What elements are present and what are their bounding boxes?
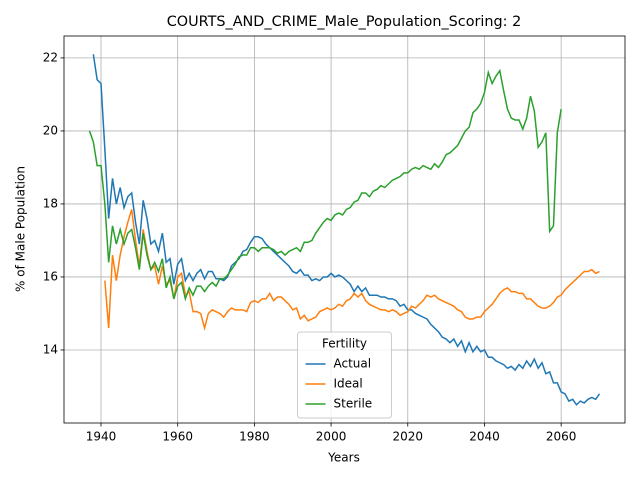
legend-label: Sterile: [334, 397, 373, 411]
line-series: [88, 68, 562, 302]
line-series: [92, 54, 601, 406]
chart-title: COURTS_AND_CRIME_Male_Population_Scoring…: [167, 14, 522, 30]
legend-label: Ideal: [334, 377, 363, 391]
legend-title: Fertility: [322, 337, 367, 351]
legend-label: Actual: [334, 357, 372, 371]
x-tick-label: 1980: [239, 430, 270, 444]
y-tick-label: 22: [43, 50, 58, 64]
axes-frame: [63, 35, 626, 424]
legend-box: [297, 331, 392, 419]
x-tick-label: 2020: [392, 430, 423, 444]
legend: Fertility Actual Ideal Sterile: [297, 331, 392, 419]
y-tick-label: 18: [43, 196, 58, 210]
y-tick-label: 20: [43, 123, 58, 137]
x-tick-label: 2040: [469, 430, 500, 444]
x-axis-label: Years: [327, 451, 360, 465]
y-tick-label: 14: [43, 342, 58, 356]
x-tick-label: 2000: [316, 430, 347, 444]
y-tick-label: 16: [43, 269, 58, 283]
x-tick-label: 1940: [86, 430, 117, 444]
x-tick-label: 2060: [546, 430, 577, 444]
x-tick-label: 1960: [162, 430, 193, 444]
y-axis-label: % of Male Population: [14, 166, 28, 292]
